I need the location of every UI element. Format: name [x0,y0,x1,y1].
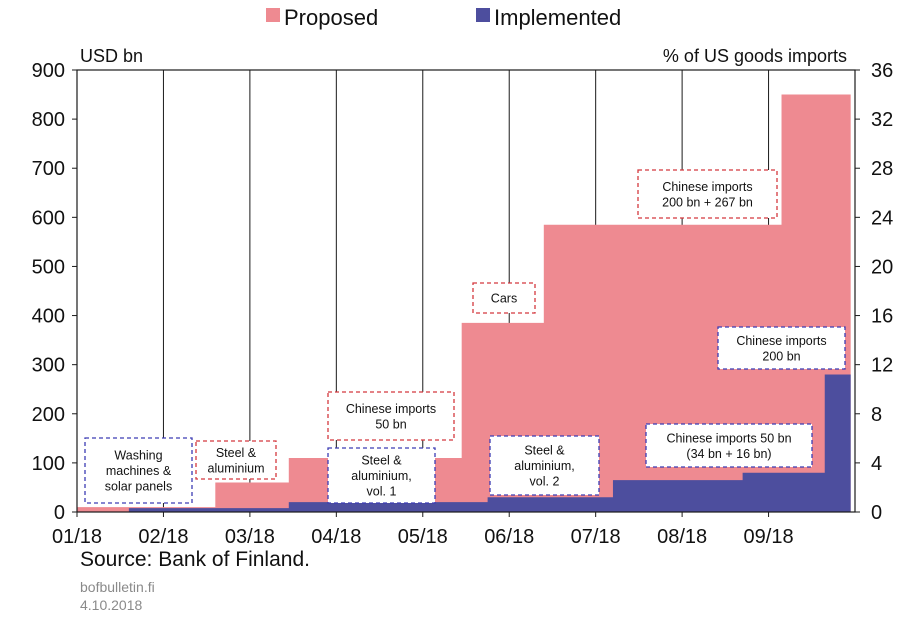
y-left-tick-label: 100 [32,453,65,475]
x-tick-label: 06/18 [484,526,534,545]
annotation-steel-aluminium-vol1-text: Steel & [361,454,402,468]
annotation-washing-machines-text: solar panels [105,480,172,494]
y-right-axis-label: % of US goods imports [663,46,847,66]
y-right-tick-label: 24 [871,207,893,229]
legend-swatch [476,8,490,22]
plot-frame [76,69,856,513]
annotation-chinese-200-267bn-box [637,169,778,219]
y-right-tick-label: 36 [871,60,893,82]
legend-label: Proposed [284,5,378,30]
annotation-chinese-50bn-implemented-text: (34 bn + 16 bn) [686,447,771,461]
annotation-chinese-200-267bn-text: Chinese imports [662,180,752,194]
y-left-tick-label: 400 [32,306,65,328]
x-tick-label: 08/18 [657,526,707,545]
y-left-tick-label: 700 [32,158,65,180]
y-left-tick-label: 200 [32,404,65,426]
site-name: bofbulletin.fi [80,579,155,595]
y-right-tick-label: 8 [871,404,882,426]
annotation-washing-machines-text: machines & [106,464,172,478]
y-left-tick-label: 600 [32,207,65,229]
annotation-chinese-200bn-implemented-text: 200 bn [762,349,800,363]
x-tick-label: 03/18 [225,526,275,545]
source-note: Source: Bank of Finland. [80,548,310,571]
series-implemented-area [77,374,851,512]
annotation-chinese-200-267bn-text: 200 bn + 267 bn [662,195,753,209]
annotation-washing-machines-text: Washing [114,449,162,463]
annotation-chinese-50bn-implemented-text: Chinese imports 50 bn [666,431,791,445]
annotation-steel-aluminium-proposed-box [195,440,277,480]
annotation-steel-aluminium-proposed-text: Steel & [216,446,257,460]
x-tick-label: 07/18 [571,526,621,545]
y-left-tick-label: 800 [32,109,65,131]
chart-svg: 0 100 200 300 400 500 600 700 800 900 0 4 8 12 16 20 24 2… [32,5,894,548]
annotation-cars-box [472,282,536,314]
y-left-tick-label: 300 [32,355,65,377]
y-right-tick-label: 16 [871,306,893,328]
x-tick-label: 09/18 [744,526,794,545]
annotation-steel-aluminium-vol2-text: Steel & [524,444,565,458]
publication-date: 4.10.2018 [80,597,143,613]
y-right-tick-label: 20 [871,256,893,278]
annotation-cars-text: Cars [491,292,517,306]
series-proposed-area [77,94,851,513]
annotation-chinese-50bn-proposed-box [327,391,455,441]
annotation-steel-aluminium-vol2-text: aluminium, [514,459,574,473]
y-right-tick-label: 32 [871,109,893,131]
annotation-steel-aluminium-vol1-text: vol. 1 [367,485,397,499]
annotation-chinese-200bn-implemented-box [717,326,846,370]
annotation-washing-machines-box [84,437,193,504]
annotation-chinese-200bn-implemented-text: Chinese imports [736,334,826,348]
annotation-steel-aluminium-proposed-text: aluminium [208,461,265,475]
legend-swatch [266,8,280,22]
annotation-chinese-50bn-proposed-text: Chinese imports [346,402,436,416]
annotation-steel-aluminium-vol1-text: aluminium, [351,469,411,483]
x-tick-label: 01/18 [52,526,102,545]
publication-info: bofbulletin.fi 4.10.2018 [80,578,155,614]
x-tick-label: 02/18 [138,526,188,545]
y-left-tick-label: 0 [54,502,65,524]
x-tick-label: 05/18 [398,526,448,545]
y-right-tick-label: 0 [871,502,882,524]
annotation-steel-aluminium-vol1-box [327,447,436,504]
y-left-axis-label: USD bn [80,46,143,66]
y-right-tick-label: 28 [871,158,893,180]
annotation-steel-aluminium-vol2-text: vol. 2 [530,475,560,489]
annotation-steel-aluminium-vol2-box [489,435,600,496]
legend-label: Implemented [494,5,621,30]
y-right-tick-label: 4 [871,453,882,475]
annotation-chinese-50bn-implemented-box [645,423,813,468]
annotation-chinese-50bn-proposed-text: 50 bn [375,417,406,431]
y-left-tick-label: 500 [32,256,65,278]
y-right-tick-label: 12 [871,355,893,377]
x-tick-label: 04/18 [311,526,361,545]
y-left-tick-label: 900 [32,60,65,82]
